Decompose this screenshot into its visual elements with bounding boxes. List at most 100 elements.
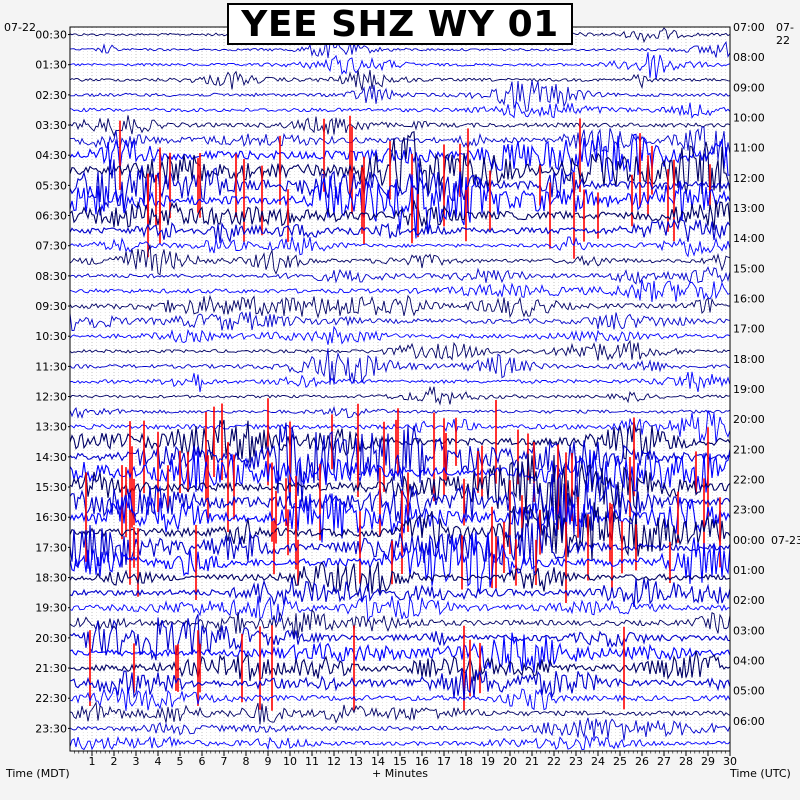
right-hour-label: 07:00 [733, 21, 765, 34]
x-tick-label: 19 [481, 755, 495, 768]
seismic-trace [69, 216, 731, 244]
clipped-trace-segment [159, 144, 711, 227]
x-tick-label: 20 [503, 755, 517, 768]
right-hour-label: 06:00 [733, 715, 765, 728]
x-tick-label: 23 [569, 755, 583, 768]
left-hour-label: 09:30 [35, 300, 67, 313]
left-hour-label: 20:30 [35, 632, 67, 645]
seismic-trace [69, 294, 730, 319]
seismic-trace [69, 371, 731, 393]
x-tick-label: 26 [635, 755, 649, 768]
left-hour-label: 12:30 [35, 391, 67, 404]
right-hour-label: 15:00 [733, 262, 765, 275]
x-tick-label: 22 [547, 755, 561, 768]
x-tick-label: 29 [701, 755, 715, 768]
seismic-trace [69, 405, 731, 419]
left-hour-label: 11:30 [35, 360, 67, 373]
seismic-trace [69, 162, 731, 239]
left-hour-label: 15:30 [35, 481, 67, 494]
left-hour-label: 02:30 [35, 89, 67, 102]
x-tick-label: 13 [349, 755, 363, 768]
x-tick-label: 28 [679, 755, 693, 768]
left-axis-label: Time (MDT) [6, 767, 70, 780]
seismic-trace [69, 614, 731, 661]
right-hour-label: 18:00 [733, 353, 765, 366]
x-axis-label: + Minutes [372, 767, 429, 780]
clipped-trace-segment [147, 172, 599, 259]
seismic-trace [69, 244, 731, 276]
x-tick-label: 17 [437, 755, 451, 768]
x-tick-label: 30 [723, 755, 737, 768]
x-tick-label: 21 [525, 755, 539, 768]
left-hour-label: 06:30 [35, 210, 67, 223]
left-hour-label: 16:30 [35, 511, 67, 524]
seismic-trace [69, 531, 731, 594]
seismic-trace [69, 266, 731, 285]
seismic-trace [69, 701, 731, 725]
seismic-trace [69, 159, 731, 211]
x-tick-label: 24 [591, 755, 605, 768]
x-tick-label: 14 [371, 755, 385, 768]
left-hour-label: 01:30 [35, 59, 67, 72]
seismic-trace [69, 717, 731, 741]
right-hour-label: 11:00 [733, 142, 765, 155]
right-date-label: 07-22 [776, 21, 794, 47]
x-tick-label: 3 [133, 755, 140, 768]
left-hour-label: 07:30 [35, 240, 67, 253]
x-tick-label: 4 [155, 755, 162, 768]
seismic-trace [69, 69, 731, 91]
seismic-trace [70, 126, 731, 162]
right-hour-label: 10:00 [733, 112, 765, 125]
right-hour-label: 04:00 [733, 655, 765, 668]
right-hour-label: 01:00 [733, 564, 765, 577]
seismic-trace [69, 650, 731, 682]
left-hour-label: 04:30 [35, 149, 67, 162]
left-hour-label: 10:30 [35, 330, 67, 343]
right-hour-label: 08:00 [733, 51, 765, 64]
right-hour-label: 21:00 [733, 443, 765, 456]
clipped-trace-segment [129, 504, 637, 591]
right-hour-label: 16:00 [733, 293, 765, 306]
x-tick-label: 10 [283, 755, 297, 768]
seismic-trace [69, 311, 731, 331]
right-hour-label: 19:00 [733, 383, 765, 396]
right-hour-label: 09:00 [733, 81, 765, 94]
left-hour-label: 23:30 [35, 722, 67, 735]
left-hour-label: 00:30 [35, 29, 67, 42]
right-hour-label: 17:00 [733, 323, 765, 336]
right-hour-label: 13:00 [733, 202, 765, 215]
left-hour-label: 08:30 [35, 270, 67, 283]
x-tick-label: 18 [459, 755, 473, 768]
seismic-trace [69, 279, 731, 303]
x-tick-label: 8 [243, 755, 250, 768]
left-hour-label: 03:30 [35, 119, 67, 132]
seismic-trace [69, 325, 731, 345]
seismic-trace [69, 39, 731, 59]
seismic-trace [69, 491, 731, 543]
seismic-trace [69, 52, 731, 80]
x-tick-label: 27 [657, 755, 671, 768]
x-tick-label: 5 [177, 755, 184, 768]
seismic-trace [69, 115, 731, 137]
seismic-trace [69, 668, 731, 701]
x-tick-label: 6 [199, 755, 206, 768]
seismic-trace [69, 561, 731, 598]
seismic-trace [69, 410, 731, 443]
right-hour-label: 02:00 [733, 594, 765, 607]
seismic-trace [69, 502, 731, 561]
right-hour-label: 03:00 [733, 624, 765, 637]
right-hour-label: 23:00 [733, 504, 765, 517]
seismic-trace [69, 686, 731, 711]
right-date-rollover: 07-23 [771, 534, 800, 547]
clipped-trace-segment [137, 521, 671, 603]
seismic-trace [69, 348, 731, 385]
x-tick-label: 9 [265, 755, 272, 768]
x-tick-label: 12 [327, 755, 341, 768]
x-tick-label: 2 [111, 755, 118, 768]
x-tick-label: 1 [89, 755, 96, 768]
seismic-trace [69, 453, 731, 521]
x-tick-label: 11 [305, 755, 319, 768]
left-hour-label: 14:30 [35, 451, 67, 464]
seismic-trace [69, 419, 731, 463]
